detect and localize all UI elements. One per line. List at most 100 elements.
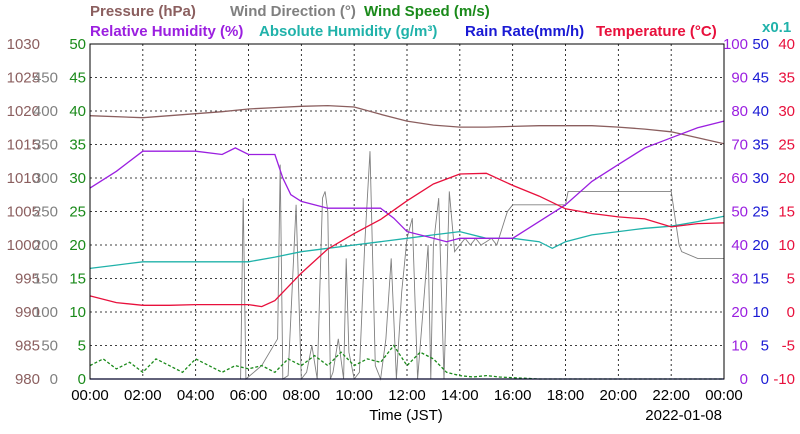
tick-temperature: -5 (782, 338, 795, 355)
tick-wind-speed: 5 (78, 338, 86, 355)
tick-temperature: 40 (778, 36, 795, 53)
tick-pressure: 1025 (7, 70, 40, 87)
legend-item: Temperature (°C) (596, 23, 717, 40)
tick-x: 14:00 (441, 387, 479, 404)
tick-wind-direction: 50 (41, 338, 58, 355)
tick-relative-humidity: 90 (731, 70, 748, 87)
tick-pressure: 1000 (7, 237, 40, 254)
tick-rain-rate: 5 (761, 338, 769, 355)
series-layer (89, 104, 725, 381)
tick-temperature: 20 (778, 170, 795, 187)
tick-pressure: 985 (15, 338, 40, 355)
tick-wind-speed: 30 (69, 170, 86, 187)
tick-wind-speed: 50 (69, 36, 86, 53)
series-temperature (89, 172, 725, 308)
tick-temperature: 25 (778, 137, 795, 154)
legend-item: Absolute Humidity (g/m³) (259, 23, 437, 40)
tick-relative-humidity: 30 (731, 271, 748, 288)
tick-rain-rate: 25 (752, 204, 769, 221)
tick-relative-humidity: 0 (740, 371, 748, 388)
tick-rain-rate: 50 (752, 36, 769, 53)
tick-wind-speed: 45 (69, 70, 86, 87)
grid (90, 44, 724, 379)
tick-x: 08:00 (283, 387, 321, 404)
legend: Pressure (hPa) Wind Direction (°) Wind Spe… (90, 3, 791, 40)
tick-pressure: 995 (15, 271, 40, 288)
tick-rain-rate: 20 (752, 237, 769, 254)
legend-item: Wind Direction (°) (230, 3, 356, 20)
legend-item: Rain Rate(mm/h) (465, 23, 584, 40)
tick-x: 10:00 (335, 387, 373, 404)
tick-wind-direction: 250 (33, 204, 58, 221)
tick-relative-humidity: 100 (723, 36, 748, 53)
tick-pressure: 1010 (7, 170, 40, 187)
tick-relative-humidity: 60 (731, 170, 748, 187)
tick-x: 02:00 (124, 387, 162, 404)
tick-relative-humidity: 80 (731, 103, 748, 120)
tick-wind-direction: 300 (33, 170, 58, 187)
x-axis-label: Time (JST) (369, 407, 443, 424)
tick-rain-rate: 15 (752, 271, 769, 288)
series-relative-humidity (89, 120, 725, 243)
tick-labels: 1030102510201015101010051000995990985980… (7, 36, 795, 404)
plot-frame (89, 43, 725, 380)
tick-temperature: 35 (778, 70, 795, 87)
legend-item: Wind Speed (m/s) (364, 3, 490, 20)
tick-pressure: 1030 (7, 36, 40, 53)
series-absolute-humidity (89, 215, 725, 270)
tick-x: 04:00 (177, 387, 215, 404)
tick-wind-speed: 25 (69, 204, 86, 221)
series-wind-direction (90, 151, 724, 381)
tick-wind-direction: 400 (33, 103, 58, 120)
tick-rain-rate: 10 (752, 304, 769, 321)
tick-wind-speed: 20 (69, 237, 86, 254)
tick-temperature: 15 (778, 204, 795, 221)
tick-wind-direction: 100 (33, 304, 58, 321)
tick-relative-humidity: 40 (731, 237, 748, 254)
tick-rain-rate: 40 (752, 103, 769, 120)
tick-temperature: 10 (778, 237, 795, 254)
tick-wind-direction: 450 (33, 70, 58, 87)
tick-rain-rate: 35 (752, 137, 769, 154)
tick-relative-humidity: 10 (731, 338, 748, 355)
tick-x: 22:00 (652, 387, 690, 404)
tick-x: 18:00 (547, 387, 585, 404)
series-wind-speed (89, 344, 724, 380)
tick-relative-humidity: 20 (731, 304, 748, 321)
tick-x: 00:00 (71, 387, 109, 404)
tick-temperature: -10 (773, 371, 795, 388)
tick-wind-speed: 40 (69, 103, 86, 120)
tick-pressure: 1020 (7, 103, 40, 120)
legend-item: Relative Humidity (%) (90, 23, 243, 40)
date-label: 2022-01-08 (645, 407, 722, 424)
tick-wind-speed: 10 (69, 304, 86, 321)
tick-wind-speed: 15 (69, 271, 86, 288)
tick-x: 12:00 (388, 387, 426, 404)
tick-wind-direction: 350 (33, 137, 58, 154)
tick-wind-speed: 35 (69, 137, 86, 154)
tick-rain-rate: 0 (761, 371, 769, 388)
tick-pressure: 980 (15, 371, 40, 388)
tick-temperature: 5 (787, 271, 795, 288)
tick-x: 06:00 (230, 387, 268, 404)
tick-wind-direction: 200 (33, 237, 58, 254)
tick-rain-rate: 30 (752, 170, 769, 187)
tick-temperature: 30 (778, 103, 795, 120)
tick-relative-humidity: 50 (731, 204, 748, 221)
tick-pressure: 990 (15, 304, 40, 321)
legend-item: Pressure (hPa) (90, 3, 196, 20)
tick-x: 00:00 (705, 387, 743, 404)
scale-note: x0.1 (762, 19, 791, 36)
tick-wind-speed: 0 (78, 371, 86, 388)
tick-pressure: 1005 (7, 204, 40, 221)
tick-x: 16:00 (494, 387, 532, 404)
tick-relative-humidity: 70 (731, 137, 748, 154)
tick-wind-direction: 150 (33, 271, 58, 288)
series-pressure (89, 104, 725, 145)
tick-x: 20:00 (600, 387, 638, 404)
tick-temperature: 0 (787, 304, 795, 321)
tick-wind-direction: 0 (50, 371, 58, 388)
tick-rain-rate: 45 (752, 70, 769, 87)
